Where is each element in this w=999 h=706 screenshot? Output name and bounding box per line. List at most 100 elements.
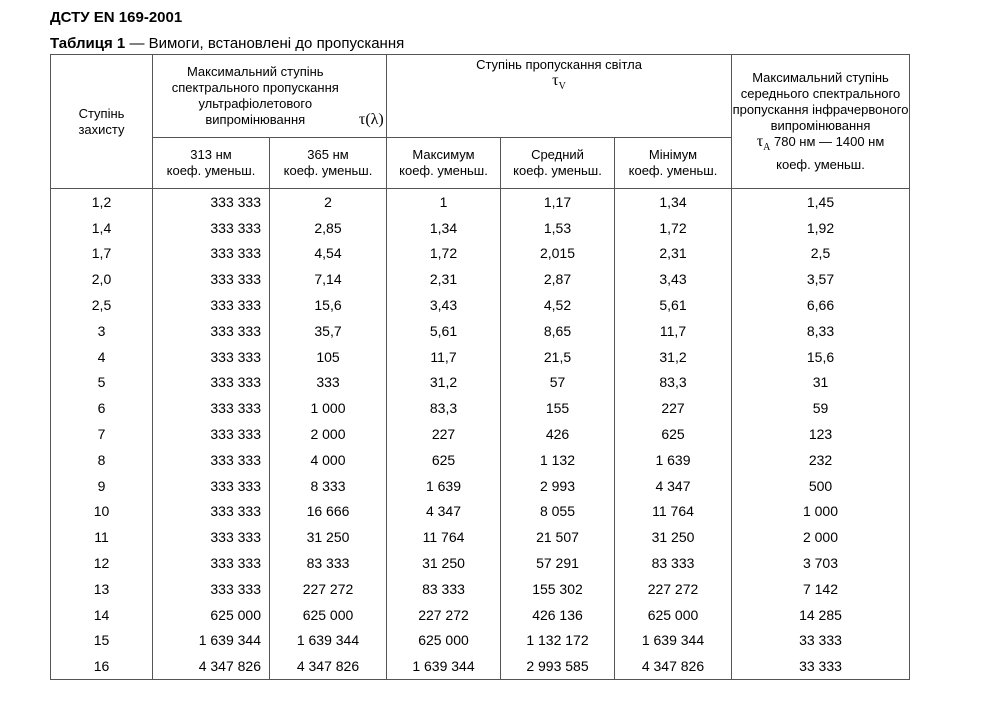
table-cell: 123 (731, 421, 910, 447)
table-row: 12 333 333 83 333 31 250 57 291 83 333 3 703 (50, 550, 910, 576)
table-cell: 2 000 (269, 421, 387, 447)
table-cell: 2 000 (731, 524, 910, 551)
table-cell: 2,85 (269, 214, 387, 241)
table-cell: 35,7 (269, 317, 387, 344)
table-row: 8 333 333 4 000 625 1 132 1 639 232 (50, 446, 910, 473)
table-cell: 11 764 (614, 498, 732, 525)
table-cell: 2,5 (50, 292, 153, 318)
table-row: 6 333 333 1 000 83,3 155 227 59 (50, 395, 910, 422)
caption-text: — Вимоги, встановлені до пропускання (129, 35, 405, 52)
header-text: Ступінь захисту (78, 105, 125, 137)
table-cell: 232 (731, 446, 910, 473)
table-cell: 83 333 (614, 550, 732, 576)
header-cell: Максимальний ступінь спектрального пропу… (152, 54, 387, 138)
table-cell: 4 000 (269, 446, 387, 473)
table-cell: 3 703 (731, 550, 910, 576)
table-row: 1,2 333 333 2 1 1,17 1,34 1,45 (50, 188, 910, 215)
table-cell: 1,2 (50, 188, 153, 215)
table-cell: 5,61 (386, 317, 501, 344)
header-text: Ступінь пропускання світла (476, 57, 642, 72)
table-cell: 1,4 (50, 214, 153, 241)
table-cell: 4 (50, 343, 153, 370)
table-cell: 625 (386, 446, 501, 473)
table-cell: 105 (269, 343, 387, 370)
header-text: коеф. уменьш. (283, 163, 373, 178)
table-cell: 7 (50, 421, 153, 447)
table-cell: 57 (500, 369, 615, 396)
header-cell: 313 нм коеф. уменьш. (152, 137, 270, 189)
symbol-base: τ (756, 133, 764, 151)
table-cell: 15 (50, 627, 153, 654)
table-cell: 333 333 (152, 550, 270, 576)
table-cell: 500 (731, 472, 910, 499)
table-cell: 155 (500, 395, 615, 422)
table-row: 1,4 333 333 2,85 1,34 1,53 1,72 1,92 (50, 214, 910, 241)
table-cell: 2 993 (500, 472, 615, 499)
table-cell: 625 000 (152, 601, 270, 628)
table-cell: 2 (269, 188, 387, 215)
table-cell: 227 272 (614, 575, 732, 602)
table-cell: 11 (50, 524, 153, 551)
symbol: τ(λ) (358, 111, 384, 128)
table-cell: 1 639 344 (152, 627, 270, 654)
table-row: 10 333 333 16 666 4 347 8 055 11 764 1 000 (50, 498, 910, 525)
table-cell: 4,52 (500, 292, 615, 318)
table-cell: 16 (50, 653, 153, 681)
table-cell: 227 (614, 395, 732, 422)
table-cell: 333 333 (152, 214, 270, 241)
header-text: 780 нм — 1400 нм (774, 134, 885, 150)
table-row: 2,5 333 333 15,6 3,43 4,52 5,61 6,66 (50, 292, 910, 318)
table-row: 14 625 000 625 000 227 272 426 136 625 000 14 … (50, 601, 910, 628)
table-row: 15 1 639 344 1 639 344 625 000 1 132 172 1 63… (50, 627, 910, 654)
table-cell: 1,53 (500, 214, 615, 241)
table-cell: 14 (50, 601, 153, 628)
table-row: 11 333 333 31 250 11 764 21 507 31 250 2 000 (50, 524, 910, 551)
table-cell: 1 639 344 (269, 627, 387, 654)
table-cell: 57 291 (500, 550, 615, 576)
table-cell: 3,57 (731, 266, 910, 293)
table-cell: 9 (50, 472, 153, 499)
table-cell: 1 000 (269, 395, 387, 422)
symbol: τV (552, 72, 566, 93)
table-row: 1,7 333 333 4,54 1,72 2,015 2,31 2,5 (50, 240, 910, 267)
table-cell: 31,2 (614, 343, 732, 370)
table-row: 4 333 333 105 11,7 21,5 31,2 15,6 (50, 343, 910, 370)
table-cell: 333 333 (152, 369, 270, 396)
table-cell: 333 333 (152, 317, 270, 344)
table-cell: 10 (50, 498, 153, 525)
table-cell: 4 347 826 (269, 653, 387, 681)
table-cell: 1 639 344 (386, 653, 501, 681)
table-cell: 1 639 (614, 446, 732, 473)
table-cell: 11 764 (386, 524, 501, 551)
table-cell: 15,6 (731, 343, 910, 370)
table-row: 16 4 347 826 4 347 826 1 639 344 2 993 585 4 … (50, 653, 910, 681)
header-cell: Средний коеф. уменьш. (500, 137, 615, 189)
table-cell: 426 136 (500, 601, 615, 628)
table-cell: 4,54 (269, 240, 387, 267)
table-cell: 16 666 (269, 498, 387, 525)
header-text: 313 нм (190, 147, 232, 162)
symbol-base: τ (552, 72, 559, 89)
table-cell: 4 347 (386, 498, 501, 525)
table-caption: Таблиця 1 — Вимоги, встановлені до пропу… (50, 35, 404, 52)
table-cell: 2,5 (731, 240, 910, 267)
table-cell: 4 347 826 (152, 653, 270, 681)
table-cell: 7,14 (269, 266, 387, 293)
table-cell: 11,7 (386, 343, 501, 370)
table-cell: 1 132 (500, 446, 615, 473)
table-cell: 227 272 (386, 601, 501, 628)
table-cell: 3,43 (386, 292, 501, 318)
table-cell: 4 347 (614, 472, 732, 499)
table-cell: 333 333 (152, 524, 270, 551)
table-cell: 625 (614, 421, 732, 447)
header-row: 313 нм коеф. уменьш. 365 нм коеф. уменьш. Ма… (51, 137, 910, 189)
table-cell: 1 639 344 (614, 627, 732, 654)
document-title: ДСТУ EN 169-2001 (50, 9, 183, 26)
table-cell: 83 333 (386, 575, 501, 602)
table-cell: 3 (50, 317, 153, 344)
table-cell: 59 (731, 395, 910, 422)
table-head: Ступінь захисту Максимальний ступінь спе… (50, 54, 910, 189)
table-cell: 31 250 (269, 524, 387, 551)
table-cell: 8 333 (269, 472, 387, 499)
